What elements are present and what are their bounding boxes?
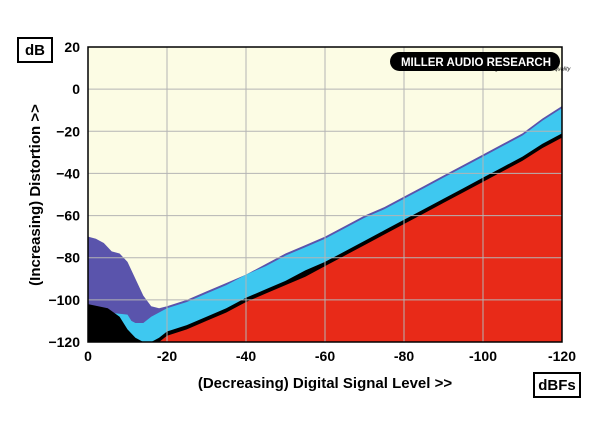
x-tick-label: -60: [315, 348, 335, 364]
y-tick-label: −20: [56, 123, 80, 139]
x-axis-title: (Decreasing) Digital Signal Level >>: [198, 375, 452, 392]
x-tick-label: -40: [236, 348, 256, 364]
y-unit-text: dB: [25, 42, 45, 59]
y-unit-box: [17, 37, 53, 63]
x-unit-label: dBFs: [533, 372, 581, 398]
x-unit-text: dBFs: [538, 377, 576, 394]
y-tick-label: −100: [48, 292, 80, 308]
y-tick-label: −60: [56, 208, 80, 224]
logo-text: MILLER AUDIO RESEARCH: [401, 55, 551, 69]
x-tick-label: -80: [394, 348, 414, 364]
y-unit-label: dB: [17, 37, 53, 63]
logo-badge: [390, 52, 560, 71]
logo: MILLER AUDIO RESEARCH setting the measur…: [390, 52, 572, 73]
y-tick-label: −80: [56, 250, 80, 266]
y-tick-label: 20: [64, 39, 80, 55]
y-axis-title: (Increasing) Distortion >>: [27, 104, 44, 286]
y-tick-labels: 20 0 −20 −40 −60 −80 −100 −120: [48, 39, 80, 350]
x-tick-labels: 0 -20 -40 -60 -80 -100 -120: [84, 348, 576, 364]
x-tick-label: -20: [157, 348, 177, 364]
x-tick-label: -100: [469, 348, 497, 364]
x-unit-box: [533, 372, 581, 398]
y-tick-label: −120: [48, 334, 80, 350]
x-tick-label: -120: [548, 348, 576, 364]
series-area-4: [88, 137, 562, 342]
plot-frame: [87, 46, 563, 343]
y-tick-label: 0: [72, 81, 80, 97]
y-tick-label: −40: [56, 165, 80, 181]
x-tick-label: 0: [84, 348, 92, 364]
logo-tagline: setting the measure of sound quality: [482, 67, 572, 73]
series-layer: [88, 106, 562, 342]
grid-layer: [88, 47, 562, 342]
